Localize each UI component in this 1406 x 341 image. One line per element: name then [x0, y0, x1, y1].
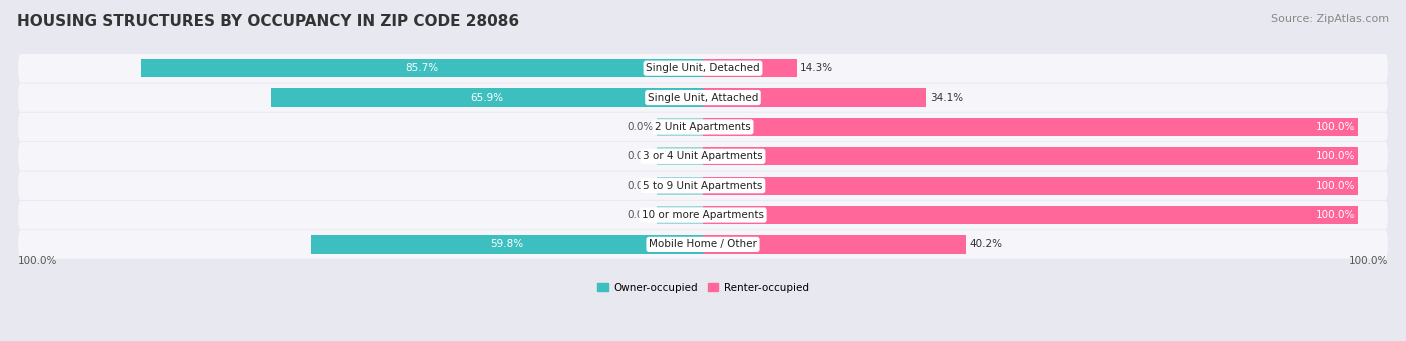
Bar — [703, 88, 927, 107]
Text: Single Unit, Detached: Single Unit, Detached — [647, 63, 759, 73]
Text: 85.7%: 85.7% — [406, 63, 439, 73]
Text: 10 or more Apartments: 10 or more Apartments — [643, 210, 763, 220]
Bar — [311, 235, 703, 253]
Text: 2 Unit Apartments: 2 Unit Apartments — [655, 122, 751, 132]
Bar — [703, 118, 1358, 136]
Bar — [703, 59, 797, 77]
Text: 100.0%: 100.0% — [1316, 210, 1355, 220]
FancyBboxPatch shape — [18, 54, 1388, 83]
Text: 0.0%: 0.0% — [627, 151, 654, 161]
Text: Mobile Home / Other: Mobile Home / Other — [650, 239, 756, 249]
Text: HOUSING STRUCTURES BY OCCUPANCY IN ZIP CODE 28086: HOUSING STRUCTURES BY OCCUPANCY IN ZIP C… — [17, 14, 519, 29]
FancyBboxPatch shape — [18, 201, 1388, 229]
Text: 0.0%: 0.0% — [627, 122, 654, 132]
FancyBboxPatch shape — [18, 172, 1388, 200]
Text: 100.0%: 100.0% — [1316, 181, 1355, 191]
Text: 34.1%: 34.1% — [929, 92, 963, 103]
Bar — [703, 235, 966, 253]
Text: 100.0%: 100.0% — [18, 256, 58, 266]
FancyBboxPatch shape — [18, 230, 1388, 258]
Text: 100.0%: 100.0% — [1316, 122, 1355, 132]
Text: 65.9%: 65.9% — [471, 92, 503, 103]
Bar — [703, 206, 1358, 224]
Text: Single Unit, Attached: Single Unit, Attached — [648, 92, 758, 103]
Bar — [657, 206, 703, 224]
Bar — [703, 177, 1358, 195]
FancyBboxPatch shape — [18, 113, 1388, 141]
FancyBboxPatch shape — [18, 83, 1388, 112]
Bar — [703, 147, 1358, 165]
Bar — [657, 147, 703, 165]
Text: Source: ZipAtlas.com: Source: ZipAtlas.com — [1271, 14, 1389, 24]
FancyBboxPatch shape — [18, 142, 1388, 170]
Text: 3 or 4 Unit Apartments: 3 or 4 Unit Apartments — [643, 151, 763, 161]
Text: 14.3%: 14.3% — [800, 63, 834, 73]
Text: 100.0%: 100.0% — [1316, 151, 1355, 161]
Legend: Owner-occupied, Renter-occupied: Owner-occupied, Renter-occupied — [593, 279, 813, 297]
Text: 59.8%: 59.8% — [491, 239, 523, 249]
Text: 100.0%: 100.0% — [1348, 256, 1388, 266]
Bar — [657, 177, 703, 195]
Text: 40.2%: 40.2% — [970, 239, 1002, 249]
Bar — [657, 118, 703, 136]
Bar — [271, 88, 703, 107]
Bar — [142, 59, 703, 77]
Text: 0.0%: 0.0% — [627, 210, 654, 220]
Text: 5 to 9 Unit Apartments: 5 to 9 Unit Apartments — [644, 181, 762, 191]
Text: 0.0%: 0.0% — [627, 181, 654, 191]
